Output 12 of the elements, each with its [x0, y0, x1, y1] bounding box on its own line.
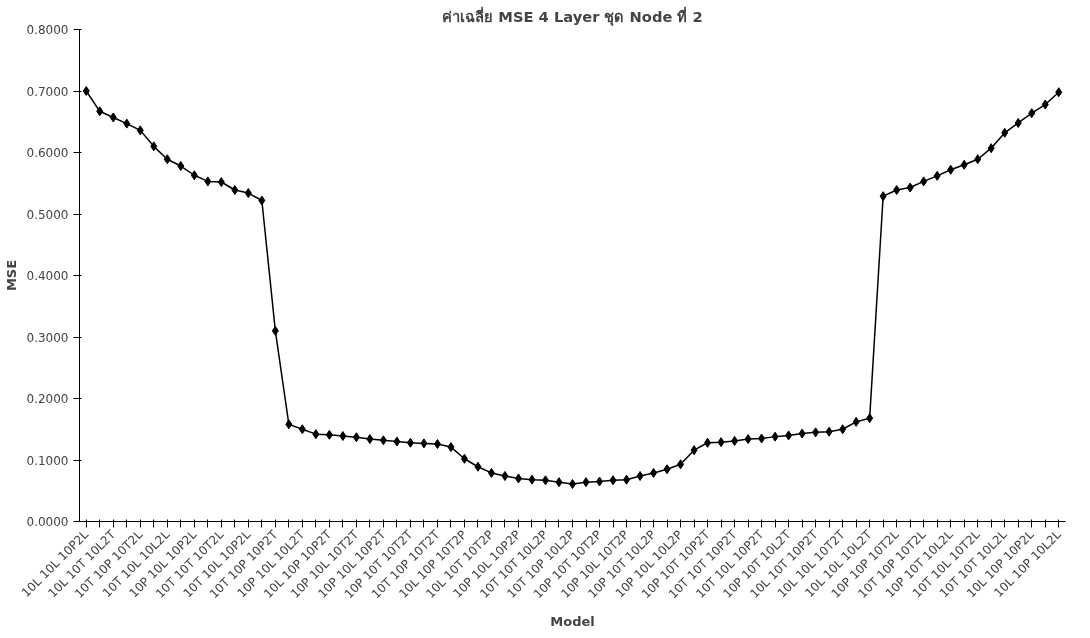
y-tick-label: 0.3000 [26, 330, 69, 345]
y-tick-label: 0.6000 [26, 146, 69, 160]
y-axis-title: MSE [3, 259, 19, 292]
y-tick-label: 0.2000 [26, 392, 69, 406]
y-tick-label: 0.8000 [26, 23, 69, 37]
y-tick-label: 0.7000 [26, 84, 69, 99]
y-tick-label: 0.0000 [26, 515, 69, 529]
y-tick-label: 0.4000 [26, 269, 69, 283]
chart-title: ค่าเฉลี่ย MSE 4 Layer ชุด Node ที่ 2 [442, 5, 703, 26]
y-tick-label: 0.1000 [26, 453, 69, 468]
x-axis-title: Model [550, 614, 595, 630]
y-tick-label: 0.5000 [26, 207, 69, 222]
